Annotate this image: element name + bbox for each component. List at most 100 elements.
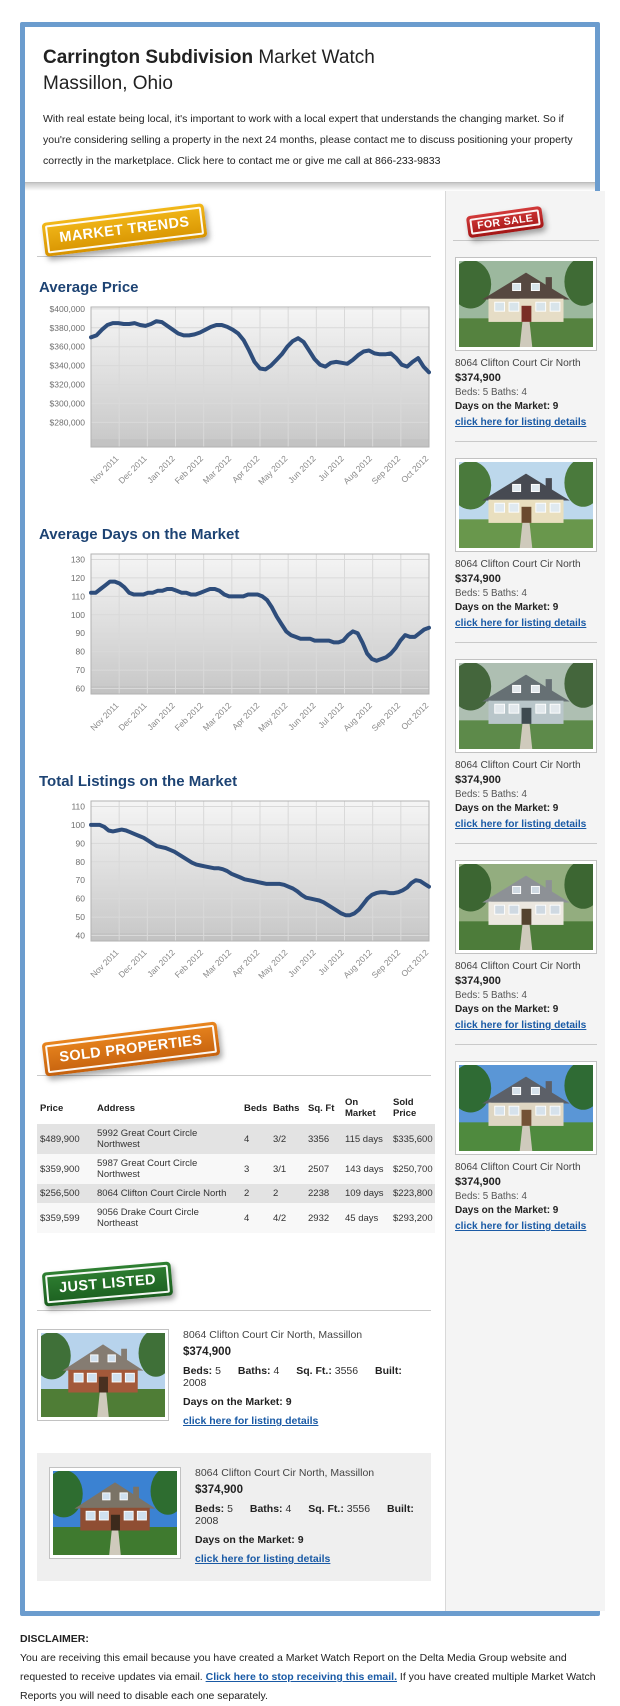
listing-price: $374,900 xyxy=(455,573,501,585)
svg-text:Oct 2012: Oct 2012 xyxy=(399,700,431,732)
title-neighborhood: Carrington Subdivision xyxy=(43,47,254,68)
listing-address: 8064 Clifton Court Cir North xyxy=(455,760,581,771)
cell-on-market: 45 days xyxy=(345,1212,379,1224)
cell-sqft: 2932 xyxy=(308,1212,330,1224)
listing-photo[interactable] xyxy=(455,659,597,753)
days-on-market: Days on the Market: 9 xyxy=(455,1205,559,1216)
svg-text:Nov 2011: Nov 2011 xyxy=(88,453,121,486)
days-on-market: Days on the Market: 9 xyxy=(455,401,559,412)
svg-text:Aug 2012: Aug 2012 xyxy=(341,453,374,486)
title-suffix: Market Watch xyxy=(253,47,375,68)
listing-photo[interactable] xyxy=(49,1467,181,1559)
disclaimer-title: DISCLAIMER: xyxy=(20,1633,89,1645)
listing-details-link[interactable]: click here for listing details xyxy=(455,1020,587,1031)
beds-label: Beds: xyxy=(183,1365,213,1377)
built-label: Built: xyxy=(375,1365,402,1377)
listing-price: $374,900 xyxy=(195,1484,243,1496)
svg-text:May 2012: May 2012 xyxy=(256,947,290,981)
listing-details-link[interactable]: click here for listing details xyxy=(455,417,587,428)
svg-text:120: 120 xyxy=(71,573,85,583)
listing-info: 8064 Clifton Court Cir North, Massillon … xyxy=(183,1329,431,1429)
listing-specs: Beds: 5 Baths: 4 Sq. Ft.: 3556 Built: 20… xyxy=(195,1503,419,1527)
listing-details-link[interactable]: click here for listing details xyxy=(455,819,587,830)
contact-me-link[interactable]: Click here to contact me xyxy=(177,155,290,167)
cell-address: 5992 Great Court Circle Northwest xyxy=(97,1128,198,1150)
col-sqft: Sq. Ft xyxy=(308,1102,335,1114)
svg-text:Feb 2012: Feb 2012 xyxy=(173,947,206,980)
total-listings-chart: 110 100 90 80 70 60 50 40 Nov 2011 Dec 2011 Jan 20… xyxy=(37,796,431,998)
table-header-row: Price Address Beds Baths Sq. Ft On Marke… xyxy=(37,1092,435,1124)
average-price-heading: Average Price xyxy=(39,279,139,296)
listing-photo[interactable] xyxy=(455,1061,597,1155)
sold-section-head: SOLD PROPERTIES xyxy=(37,1021,431,1077)
built-value: 2008 xyxy=(195,1515,219,1527)
cell-sold-price: $223,800 xyxy=(393,1188,433,1199)
cell-address: 8064 Clifton Court Circle North xyxy=(97,1188,227,1199)
svg-text:80: 80 xyxy=(76,857,86,867)
unsubscribe-link[interactable]: Click here to stop receiving this email. xyxy=(205,1671,398,1683)
main-column: MARKET TRENDS Average Price $400,000 $380… xyxy=(25,191,445,1611)
for-sale-card: 8064 Clifton Court Cir North $374,900 Be… xyxy=(455,659,597,844)
listing-photo[interactable] xyxy=(455,458,597,552)
just-listed-badge: JUST LISTED xyxy=(41,1261,174,1307)
cell-baths: 2 xyxy=(273,1188,279,1199)
col-on-market: On Market xyxy=(345,1097,376,1119)
beds-baths: Beds: 5 Baths: 4 xyxy=(455,588,527,599)
for-sale-badge: FOR SALE xyxy=(465,205,545,239)
built-label: Built: xyxy=(387,1503,414,1515)
listing-address: 8064 Clifton Court Cir North xyxy=(455,559,581,570)
days-on-market: Days on the Market: 9 xyxy=(183,1396,292,1408)
svg-text:50: 50 xyxy=(76,912,86,922)
cell-sqft: 2507 xyxy=(308,1163,330,1175)
listing-details-link[interactable]: click here for listing details xyxy=(183,1415,319,1427)
svg-text:Mar 2012: Mar 2012 xyxy=(201,700,234,733)
svg-text:90: 90 xyxy=(76,838,86,848)
market-trends-badge: MARKET TRENDS xyxy=(41,203,208,257)
days-on-market: Days on the Market: 9 xyxy=(455,1004,559,1015)
listing-specs: Beds: 5 Baths: 4 Sq. Ft.: 3556 Built: 20… xyxy=(183,1365,431,1389)
beds-value: 5 xyxy=(215,1365,221,1377)
listing-address: 8064 Clifton Court Cir North xyxy=(455,961,581,972)
svg-text:Dec 2011: Dec 2011 xyxy=(116,700,149,733)
svg-text:$340,000: $340,000 xyxy=(50,361,86,371)
cell-beds: 4 xyxy=(244,1133,250,1145)
beds-baths: Beds: 5 Baths: 4 xyxy=(455,990,527,1001)
svg-text:110: 110 xyxy=(71,591,85,601)
col-address: Address xyxy=(97,1102,136,1114)
svg-text:$280,000: $280,000 xyxy=(50,417,86,427)
svg-text:May 2012: May 2012 xyxy=(256,453,290,487)
col-price: Price xyxy=(40,1102,64,1114)
svg-text:70: 70 xyxy=(76,875,86,885)
listing-photo[interactable] xyxy=(455,860,597,954)
svg-text:Oct 2012: Oct 2012 xyxy=(399,453,431,485)
market-trends-section-head: MARKET TRENDS xyxy=(37,203,431,257)
listing-details-link[interactable]: click here for listing details xyxy=(195,1553,331,1565)
listing-photo[interactable] xyxy=(37,1329,169,1421)
sold-properties-badge: SOLD PROPERTIES xyxy=(41,1021,221,1077)
listing-details-link[interactable]: click here for listing details xyxy=(455,1221,587,1232)
cell-price: $359,599 xyxy=(40,1212,80,1224)
page-subtitle: Massillon, Ohio xyxy=(43,73,173,94)
svg-text:70: 70 xyxy=(76,665,86,675)
for-sale-card: 8064 Clifton Court Cir North $374,900 Be… xyxy=(455,257,597,442)
listing-price: $374,900 xyxy=(455,975,501,987)
table-row: $489,900 5992 Great Court Circle Northwe… xyxy=(37,1124,435,1154)
col-baths: Baths xyxy=(273,1102,300,1114)
sqft-label: Sq. Ft.: xyxy=(308,1503,344,1515)
svg-text:60: 60 xyxy=(76,894,86,904)
listing-address: 8064 Clifton Court Cir North, Massillon xyxy=(183,1329,363,1341)
svg-text:Dec 2011: Dec 2011 xyxy=(116,947,149,980)
svg-text:Nov 2011: Nov 2011 xyxy=(88,700,121,733)
listing-details-link[interactable]: click here for listing details xyxy=(455,618,587,629)
just-listed-card: 8064 Clifton Court Cir North, Massillon … xyxy=(37,1329,431,1429)
listing-photo[interactable] xyxy=(455,257,597,351)
listing-info: 8064 Clifton Court Cir North, Massillon … xyxy=(195,1467,419,1567)
baths-value: 4 xyxy=(285,1503,292,1515)
svg-text:Jan 2012: Jan 2012 xyxy=(145,947,177,979)
cell-beds: 2 xyxy=(244,1188,250,1199)
cell-sqft: 3356 xyxy=(308,1133,330,1145)
total-listings-heading: Total Listings on the Market xyxy=(39,773,238,790)
svg-text:130: 130 xyxy=(71,555,85,565)
for-sale-card: 8064 Clifton Court Cir North $374,900 Be… xyxy=(455,860,597,1045)
svg-text:Mar 2012: Mar 2012 xyxy=(201,453,234,486)
